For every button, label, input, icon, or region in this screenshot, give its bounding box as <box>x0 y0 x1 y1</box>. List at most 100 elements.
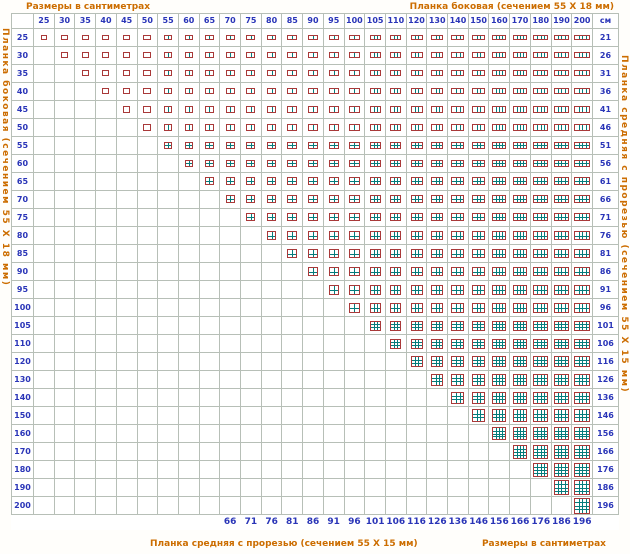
grid-cell <box>405 406 428 425</box>
grille-icon <box>164 123 173 131</box>
grille-icon <box>513 267 528 276</box>
grid-cell <box>95 262 117 281</box>
grid-cell <box>405 136 428 155</box>
grid-cell <box>405 496 428 515</box>
grille-icon <box>307 159 318 167</box>
grille-hline <box>432 344 443 346</box>
grille-hline <box>575 472 590 474</box>
grid-cell <box>405 190 428 209</box>
grid-cell <box>384 64 407 83</box>
grid-cell <box>322 370 345 389</box>
grille-hline <box>575 363 590 364</box>
grille-icon <box>369 70 381 76</box>
grille-hline <box>370 145 380 146</box>
grille-icon <box>451 338 465 349</box>
grille-icon <box>574 427 591 440</box>
grille-vline <box>564 392 566 403</box>
grid-cell <box>219 460 242 479</box>
grille-vline <box>397 106 399 112</box>
grid-cell <box>281 406 304 425</box>
grille-icon <box>369 52 381 58</box>
grid-cell <box>384 118 407 137</box>
grille-vline <box>558 124 560 130</box>
grille-icon <box>492 195 507 204</box>
grid-cell <box>571 370 593 389</box>
grid-cell <box>33 370 55 389</box>
grille-hline <box>514 448 527 450</box>
grille-icon <box>102 34 110 40</box>
grille-hline <box>534 360 548 361</box>
grille-vline <box>537 35 539 39</box>
grille-icon <box>287 213 298 222</box>
grille-hline <box>534 307 548 309</box>
grid-cell <box>550 154 573 173</box>
grid-cell <box>322 388 345 407</box>
grid-cell <box>529 244 552 263</box>
grid-cell <box>157 190 179 209</box>
grille-icon <box>390 52 402 58</box>
grid-cell <box>302 460 324 479</box>
grid-cell <box>467 496 490 515</box>
grille-vline <box>537 106 539 112</box>
grille-hline <box>554 448 568 450</box>
side-plank-value: 106 <box>592 334 619 353</box>
grille-vline <box>354 53 356 57</box>
grid-cell <box>219 424 242 443</box>
grille-icon <box>472 284 486 295</box>
grille-hline <box>329 145 338 146</box>
grille-icon <box>513 213 528 222</box>
grid-cell <box>488 136 511 155</box>
grid-cell <box>322 28 345 47</box>
grille-icon <box>533 373 549 386</box>
grille-icon <box>287 52 298 58</box>
grid-cell <box>529 208 552 227</box>
side-plank-value: 176 <box>592 460 619 479</box>
grille-vline <box>414 89 416 93</box>
grid-cell <box>53 406 76 425</box>
grid-cell <box>53 298 76 317</box>
grille-hline <box>452 363 464 364</box>
grille-hline <box>226 199 234 201</box>
side-plank-value: 116 <box>592 352 619 371</box>
grille-vline <box>476 357 478 366</box>
grid-cell <box>177 406 200 425</box>
grille-icon <box>451 231 465 240</box>
grille-icon <box>410 195 423 204</box>
grid-cell <box>571 280 593 299</box>
grid-cell <box>136 298 159 317</box>
grille-hline <box>534 466 548 468</box>
grille-icon <box>574 373 591 386</box>
grid-cell <box>177 352 200 371</box>
grille-hline <box>554 451 568 453</box>
grille-vline <box>476 106 478 112</box>
grid-cell <box>95 154 117 173</box>
grid-cell <box>343 262 366 281</box>
grille-icon <box>431 373 444 386</box>
row-header-150: 150 <box>11 406 34 425</box>
grille-icon <box>513 52 528 58</box>
grid-cell <box>115 442 138 461</box>
grille-hline <box>554 487 568 489</box>
grid-cell <box>219 172 242 191</box>
grid-cell <box>322 298 345 317</box>
grid-cell <box>198 478 221 497</box>
grid-cell <box>509 244 531 263</box>
grid-cell <box>322 406 345 425</box>
grid-cell <box>529 190 552 209</box>
grille-icon <box>533 213 549 222</box>
grid-cell <box>550 496 573 515</box>
grille-icon <box>225 159 235 167</box>
grille-vline <box>537 374 539 385</box>
grille-hline <box>432 217 443 219</box>
grille-icon <box>204 70 214 76</box>
grille-icon <box>369 302 381 313</box>
grid-cell <box>343 388 366 407</box>
grille-icon <box>123 34 131 40</box>
grid-cell <box>74 64 97 83</box>
grille-hline <box>575 271 590 273</box>
grid-cell <box>488 298 511 317</box>
grille-hline <box>534 199 548 201</box>
grid-cell <box>115 424 138 443</box>
grille-icon <box>328 123 339 131</box>
grid-cell <box>447 388 469 407</box>
